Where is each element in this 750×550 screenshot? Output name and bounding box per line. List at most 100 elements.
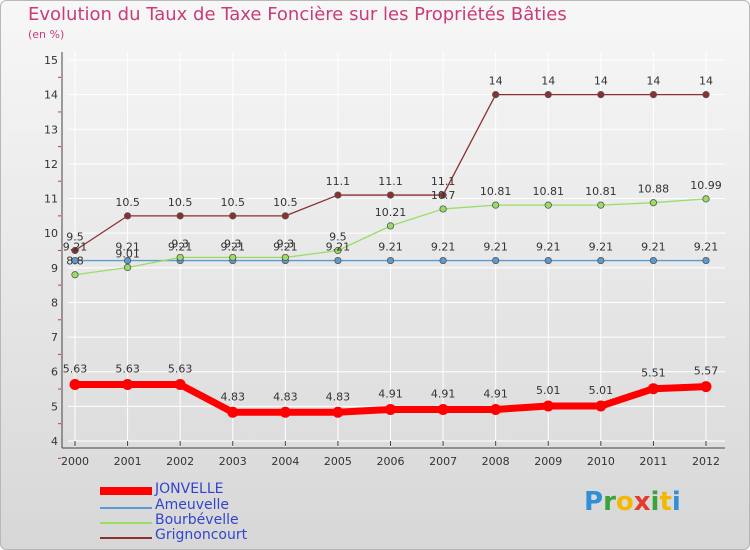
- data-point: [649, 91, 658, 99]
- data-point: [700, 381, 712, 393]
- data-label: 10.5: [115, 196, 140, 209]
- data-point: [542, 400, 554, 412]
- data-label: 11.1: [378, 175, 403, 188]
- data-label: 10.81: [480, 185, 512, 198]
- data-point: [544, 256, 552, 265]
- y-tick-label: 14: [44, 89, 58, 102]
- data-point: [386, 256, 395, 265]
- data-point: [647, 383, 659, 395]
- data-label: 4.91: [378, 387, 403, 400]
- data-label: 9.21: [536, 241, 561, 254]
- legend-label-ameuvelle: Ameuvelle: [155, 497, 229, 513]
- data-point: [702, 91, 710, 99]
- data-label: 10.21: [375, 206, 407, 219]
- x-tick-label: 2010: [587, 455, 615, 468]
- x-tick-label: 2008: [482, 455, 510, 468]
- data-point: [71, 246, 79, 255]
- data-label: 9.5: [329, 231, 347, 244]
- data-label: 14: [699, 75, 713, 88]
- logo-letter: r: [603, 487, 616, 517]
- data-label: 9.21: [641, 241, 666, 254]
- data-label: 9.21: [431, 241, 456, 254]
- data-label: 9.3: [171, 237, 189, 250]
- data-point: [123, 256, 132, 265]
- data-label: 9.01: [115, 247, 140, 260]
- data-label: 9.3: [277, 237, 295, 250]
- x-tick-label: 2005: [324, 455, 352, 468]
- data-point: [439, 256, 447, 265]
- data-point: [229, 253, 237, 262]
- x-tick-label: 2000: [61, 455, 89, 468]
- data-labels: 9.21 9.21 9.21 9.21 9.21 9.21 9.21 9.21 9.21 9.21…: [63, 75, 722, 404]
- data-label: 14: [594, 75, 608, 88]
- data-point: [439, 205, 447, 213]
- data-label: 10.5: [273, 196, 298, 209]
- data-point: [386, 191, 395, 199]
- data-label: 4.83: [273, 390, 298, 403]
- logo-letter: i: [650, 487, 660, 517]
- data-point: [123, 263, 132, 272]
- data-label: 5.63: [168, 363, 193, 376]
- data-label: 4.83: [326, 390, 351, 403]
- data-label: 9.21: [589, 241, 614, 254]
- data-label: 9.21: [168, 241, 193, 254]
- data-point: [597, 201, 605, 209]
- data-point: [69, 379, 81, 391]
- data-point: [174, 379, 186, 391]
- x-tick-label: 2002: [166, 455, 194, 468]
- data-point: [386, 222, 395, 230]
- legend-swatch-bourbevelle: [100, 522, 152, 524]
- data-label: 9.21: [273, 241, 298, 254]
- data-label: 9.21: [483, 241, 508, 254]
- data-point: [334, 246, 342, 255]
- data-point: [544, 91, 552, 99]
- data-label: 14: [489, 75, 503, 88]
- data-label: 9.21: [694, 241, 719, 254]
- data-label: 5.57: [694, 365, 719, 378]
- y-tick-labels: 4 5 6 7 8 9 10 11 12 13 14 15: [44, 54, 58, 448]
- proxiti-logo: Proxiti: [584, 487, 681, 517]
- data-label: 9.5: [66, 231, 84, 244]
- data-label: 10.88: [638, 183, 670, 196]
- y-tick-label: 13: [44, 123, 58, 136]
- legend-label-jonvelle: JONVELLE: [155, 481, 224, 497]
- x-tick-label: 2004: [271, 455, 299, 468]
- data-label: 5.01: [536, 384, 561, 397]
- data-label: 5.01: [589, 384, 614, 397]
- data-point: [227, 406, 239, 418]
- data-label: 8.8: [66, 255, 84, 268]
- x-tick-label: 2012: [692, 455, 720, 468]
- data-point: [334, 256, 342, 265]
- legend-swatch-grignoncourt: [100, 537, 152, 539]
- data-label: 10.5: [221, 196, 246, 209]
- data-point: [334, 191, 342, 199]
- y-tick-label: 10: [44, 227, 58, 240]
- data-label: 9.21: [326, 241, 351, 254]
- data-point: [597, 91, 605, 99]
- logo-letter: o: [615, 487, 634, 517]
- series-group: [69, 91, 712, 418]
- axes: [58, 52, 725, 459]
- x-tick-label: 2006: [377, 455, 405, 468]
- y-tick-label: 5: [51, 400, 58, 413]
- chart-subtitle: (en %): [28, 28, 65, 41]
- data-label: 11.1: [431, 175, 456, 188]
- y-tick-label: 12: [44, 158, 58, 171]
- data-point: [279, 406, 291, 418]
- data-point: [385, 403, 396, 415]
- y-tick-label: 4: [51, 435, 58, 448]
- data-label: 10.99: [690, 179, 722, 192]
- data-point: [492, 201, 500, 209]
- data-label: 9.3: [224, 237, 242, 250]
- data-point: [649, 199, 658, 207]
- data-label: 5.51: [641, 367, 666, 380]
- data-point: [229, 212, 237, 220]
- y-tick-label: 6: [51, 366, 58, 379]
- data-point: [281, 212, 289, 220]
- data-point: [595, 400, 607, 412]
- legend-label-bourbevelle: Bourbévelle: [155, 512, 239, 528]
- data-label: 11.1: [326, 175, 351, 188]
- data-label: 4.91: [431, 387, 456, 400]
